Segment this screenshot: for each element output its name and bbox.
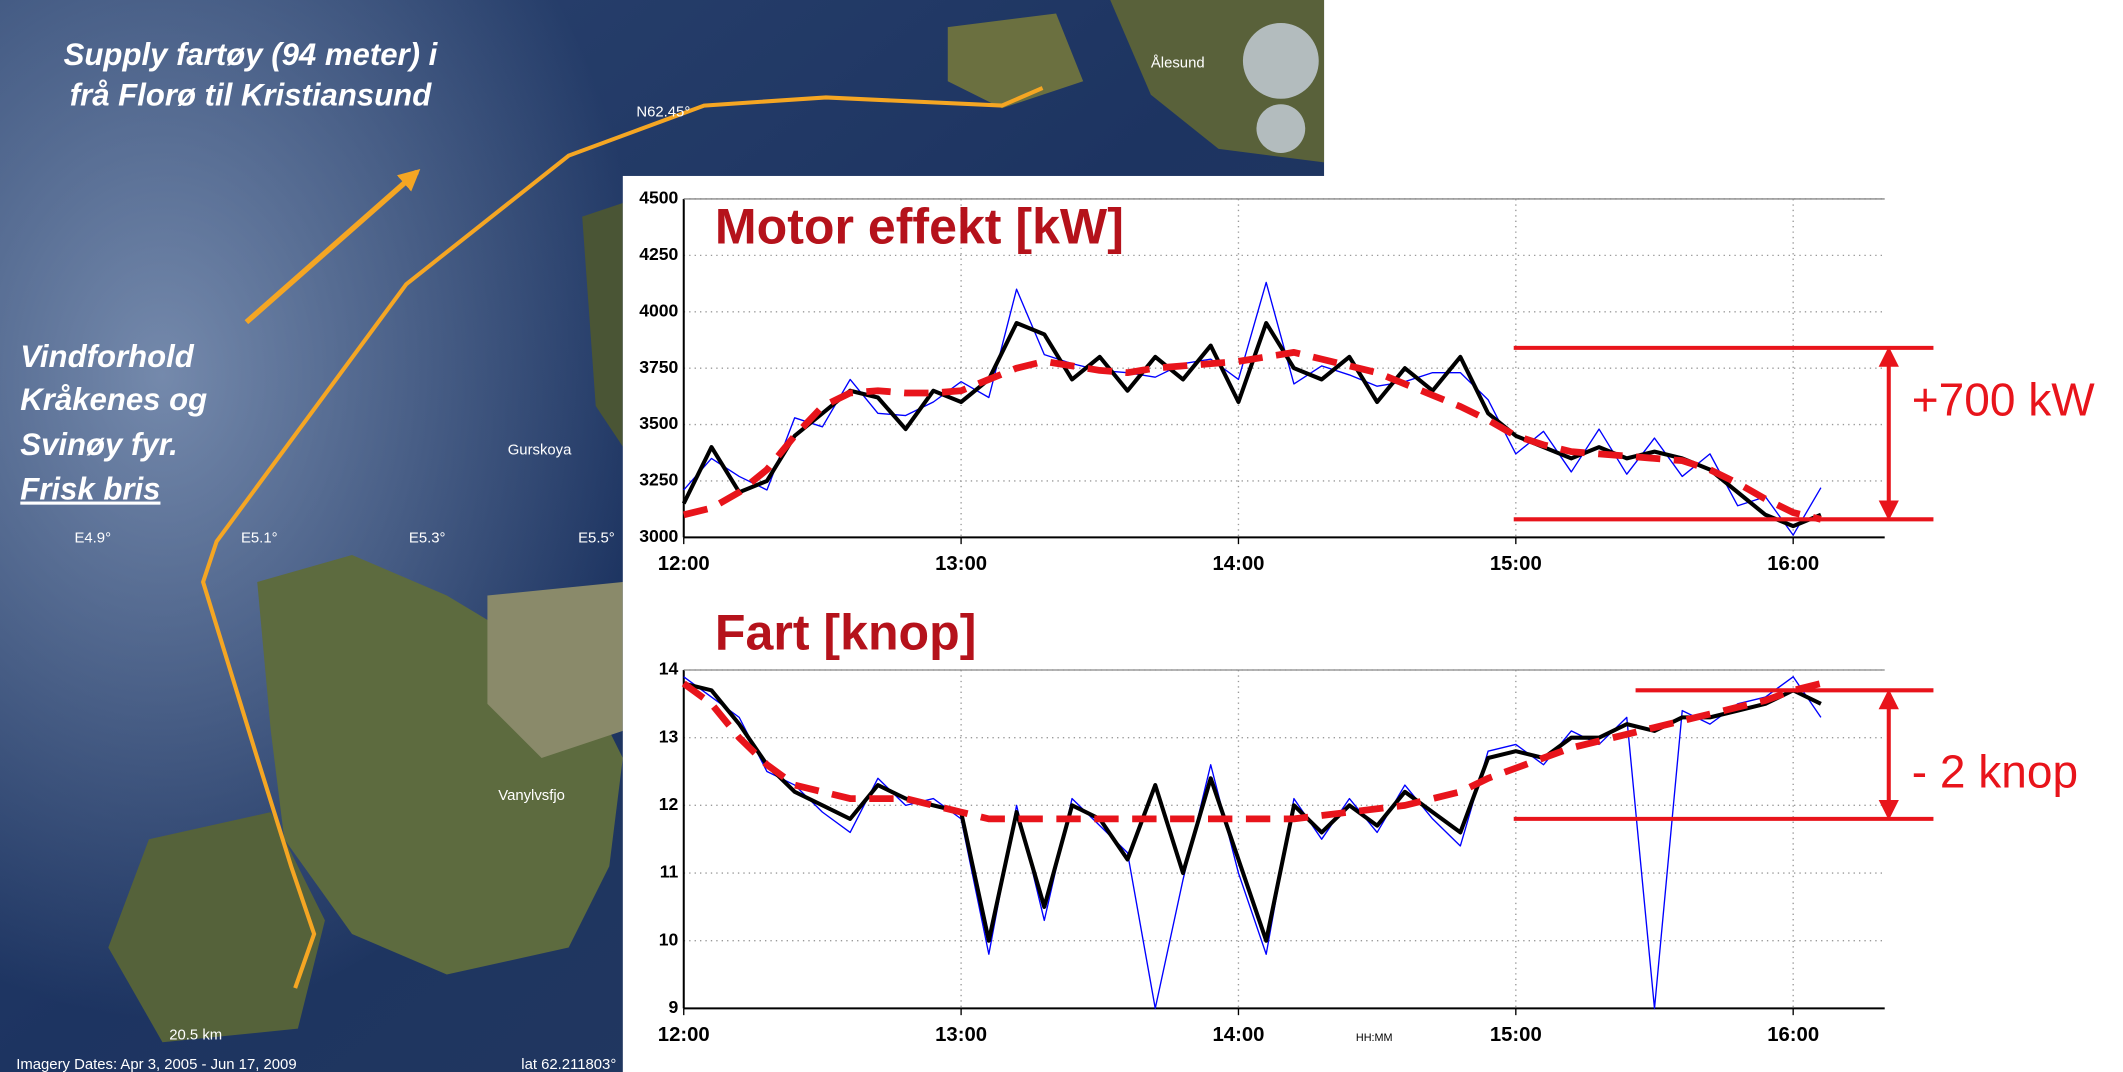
map-title: frå Florø til Kristiansund [70,78,432,113]
series-line [682,348,1822,523]
map-label: E4.9° [74,531,111,547]
x-tick-label: 14:00 [1212,553,1264,575]
map-title: Supply fartøy (94 meter) i [64,37,439,72]
wind-text: Vindforhold [20,339,194,374]
map-scale: 20.5 km [169,1027,222,1043]
y-tick-label: 4000 [639,300,678,320]
x-tick-label: 13:00 [935,553,987,575]
y-tick-label: 10 [659,929,679,949]
map-imagery: Imagery Dates: Apr 3, 2005 - Jun 17, 200… [16,1057,296,1072]
map-label: E5.1° [241,531,278,547]
chart-title: Fart [knop] [715,604,977,660]
x-tick-label: 12:00 [658,1024,710,1046]
map-label: Vanylvsfjo [498,788,565,804]
map-label: E5.3° [409,531,446,547]
nav-control[interactable] [1242,23,1319,99]
nav-control[interactable] [1256,104,1306,153]
y-tick-label: 12 [659,794,679,814]
x-tick-label: 15:00 [1490,1024,1542,1046]
y-tick-label: 3750 [639,357,678,377]
wind-emphasis: Frisk bris [20,472,160,507]
route [200,86,1044,989]
x-axis-label: HH:MM [1356,1032,1393,1044]
chart: 9 10 11 12 13 14 12:00 13:00 14:00 15:00 16:00 - 2 … [658,604,2078,1045]
y-tick-label: 3500 [639,413,678,433]
map-label: Gurskoya [508,443,572,459]
chart: 3000 3250 3500 3750 4000 4250 4500 12:00 13:00 14… [639,188,2095,575]
x-tick-label: 15:00 [1490,553,1542,575]
y-tick-label: 4250 [639,244,678,264]
y-tick-label: 9 [669,997,679,1017]
series-line [683,681,1822,943]
chart-title: Motor effekt [kW] [715,198,1124,254]
land [487,582,623,758]
map-label: N62.45° [636,104,690,120]
wind-text: Svinøy fyr. [20,427,177,462]
x-tick-label: 13:00 [935,1024,987,1046]
y-tick-label: 13 [659,726,679,746]
map-coords: lat 62.211803° [521,1057,616,1072]
series-line [683,281,1822,536]
map-label: Ålesund [1151,55,1205,72]
chart-panel [1324,0,2123,176]
series-line [683,676,1822,1010]
y-tick-label: 3000 [639,526,678,546]
wind-text: Kråkenes og [20,382,207,417]
x-tick-label: 12:00 [658,553,710,575]
y-tick-label: 14 [659,659,679,679]
chart-panel [622,175,2123,1072]
y-tick-label: 4500 [639,188,678,208]
y-tick-label: 11 [660,862,679,882]
land [108,812,325,1043]
series-line [681,680,1822,823]
annotation: - 2 knop [1912,746,2078,798]
annotation: +700 kW [1912,374,2095,426]
x-tick-label: 16:00 [1767,553,1819,575]
y-tick-label: 3250 [639,470,678,490]
direction-arrow [244,169,421,325]
land [582,203,623,447]
map-label: E5.5° [578,531,615,547]
x-tick-label: 14:00 [1212,1024,1264,1046]
x-tick-label: 16:00 [1767,1024,1819,1046]
land [947,13,1084,109]
